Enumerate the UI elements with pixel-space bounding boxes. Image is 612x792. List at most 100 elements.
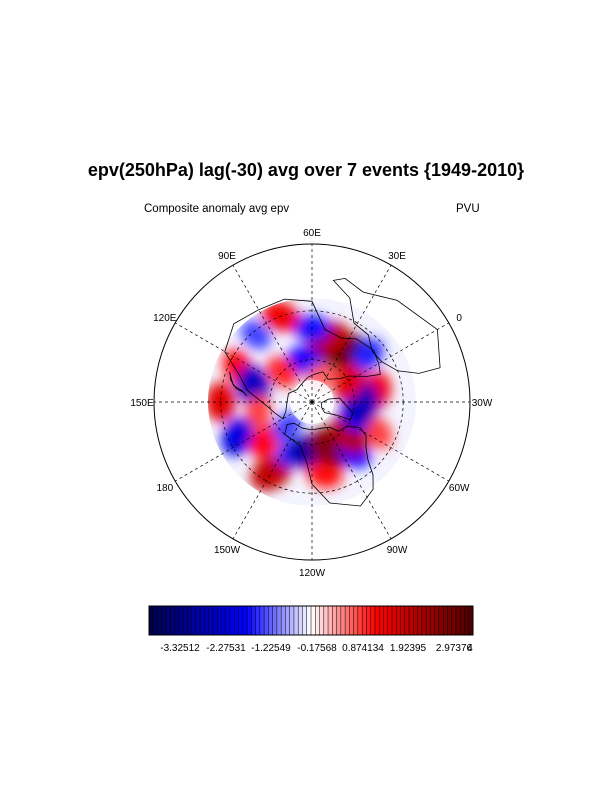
colorbar-box <box>149 606 154 635</box>
longitude-label: 60W <box>449 483 470 494</box>
colorbar-tick-label: 2.97376 <box>436 643 473 654</box>
colorbar-box <box>400 606 406 635</box>
colorbar-box <box>421 606 427 635</box>
colorbar-box <box>332 606 337 635</box>
colorbar-box <box>311 606 316 635</box>
colorbar-box <box>447 606 452 635</box>
colorbar-box <box>349 606 354 635</box>
coastline <box>224 298 381 420</box>
colorbar-box <box>289 606 295 635</box>
colorbar-box <box>178 606 184 635</box>
map-border <box>153 243 471 561</box>
colorbar-box <box>387 606 393 635</box>
meridian-line <box>175 322 313 403</box>
colorbar-frame <box>148 605 474 636</box>
coastline <box>321 397 354 421</box>
colorbar-box <box>464 606 470 635</box>
colorbar-tick-label: 1.92395 <box>390 643 427 654</box>
colorbar-box <box>319 606 325 635</box>
colorbar-box <box>183 606 188 635</box>
colorbar-box <box>306 606 312 635</box>
longitude-label: 120W <box>299 568 326 579</box>
colorbar-box <box>383 606 389 635</box>
colorbar-tick-label: -3.32512 <box>160 643 200 654</box>
longitude-label: 30W <box>472 398 493 409</box>
colorbar-box <box>298 606 303 635</box>
longitude-label: 90W <box>387 545 408 556</box>
left-string: Composite anomaly avg epv <box>144 203 290 215</box>
colorbar-box <box>293 606 299 635</box>
colorbar-box <box>443 606 448 635</box>
coastline <box>229 371 248 397</box>
colorbar-box <box>251 606 256 635</box>
colorbar-box <box>366 606 371 635</box>
colorbar-box <box>276 606 282 635</box>
colorbar-box <box>285 606 290 635</box>
colorbar-box <box>392 606 397 635</box>
coastlines <box>224 277 441 507</box>
anomaly-blob <box>272 411 303 442</box>
colorbar-box <box>208 606 214 635</box>
colorbar-box <box>336 606 342 635</box>
colorbar-tick-label: -1.22549 <box>251 643 291 654</box>
meridian-line <box>175 401 313 482</box>
longitude-label: 90E <box>218 251 236 262</box>
colorbar-box <box>255 606 261 635</box>
colorbar-box <box>200 606 205 635</box>
anomaly-blob <box>365 416 393 450</box>
anomaly-blob <box>240 320 271 350</box>
meridian-line <box>311 401 392 539</box>
colorbar-box <box>264 606 269 635</box>
colorbar-box <box>272 606 278 635</box>
colorbar-box <box>345 606 350 635</box>
colorbar-box <box>468 606 474 635</box>
colorbar-box <box>242 606 248 635</box>
colorbar-box <box>404 606 410 635</box>
colorbar-tick-label: -0.17568 <box>297 643 337 654</box>
colorbar-tick-label: 4 <box>467 643 473 654</box>
colorbar-box <box>157 606 163 635</box>
colorbar-box <box>357 606 363 635</box>
colorbar-box <box>191 606 197 635</box>
plot-title: epv(250hPa) lag(-30) avg over 7 events {… <box>87 160 525 180</box>
colorbar-box <box>370 606 376 635</box>
colorbar-box <box>353 606 359 635</box>
colorbar-box <box>166 606 171 635</box>
colorbar-box <box>396 606 401 635</box>
coastline <box>332 277 441 374</box>
colorbar-box <box>281 606 286 635</box>
colorbar-box <box>247 606 252 635</box>
longitude-label: 180 <box>156 483 173 494</box>
colorbar-box <box>217 606 222 635</box>
meridian-line <box>232 265 313 403</box>
units-label: PVU <box>456 203 480 215</box>
colorbar-box <box>328 606 333 635</box>
colorbar-box <box>238 606 244 635</box>
anomaly-blob <box>353 338 384 371</box>
colorbar-box <box>379 606 384 635</box>
colorbar-box <box>426 606 431 635</box>
colorbar-box <box>315 606 320 635</box>
colorbar-box <box>161 606 167 635</box>
colorbar-box <box>225 606 231 635</box>
colorbar-box <box>409 606 414 635</box>
colorbar-box <box>460 606 465 635</box>
colorbar-box <box>340 606 346 635</box>
meridian-line <box>311 322 449 403</box>
meridian-line <box>311 401 449 482</box>
meridian-line <box>311 265 392 403</box>
graticule <box>154 244 470 560</box>
colorbar-box <box>413 606 418 635</box>
colorbar-tick-label: 0.874134 <box>342 643 384 654</box>
colorbar-box <box>417 606 423 635</box>
colorbar-box <box>430 606 435 635</box>
colorbar-box <box>212 606 218 635</box>
longitude-label: 60E <box>303 228 321 239</box>
colorbar-box <box>230 606 235 635</box>
coastline <box>284 422 374 507</box>
anomaly-blob <box>306 460 343 489</box>
colorbar-box <box>170 606 175 635</box>
colorbar-box <box>259 606 265 635</box>
colorbar <box>148 605 474 636</box>
